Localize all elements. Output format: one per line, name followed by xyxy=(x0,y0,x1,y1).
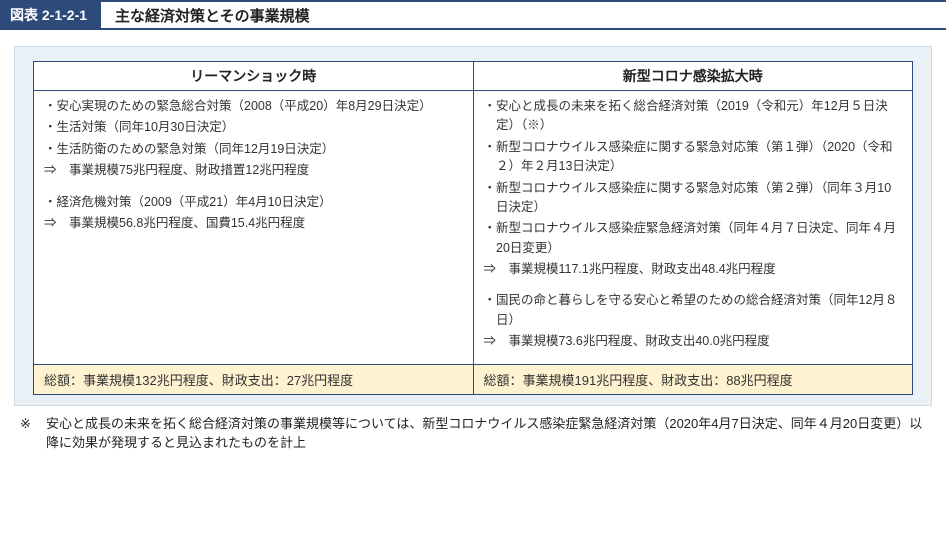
total-right: 総額：事業規模191兆円程度、財政支出：88兆円程度 xyxy=(473,364,913,394)
footnote-text: 安心と成長の未来を拓く総合経済対策の事業規模等については、新型コロナウイルス感染… xyxy=(46,414,926,453)
footnote: ※ 安心と成長の未来を拓く総合経済対策の事業規模等については、新型コロナウイルス… xyxy=(20,414,926,453)
figure-title: 主な経済対策とその事業規模 xyxy=(101,2,324,28)
comparison-table: リーマンショック時 新型コロナ感染拡大時 ・安心実現のための緊急総合対策（200… xyxy=(33,61,913,395)
cell-left: ・安心実現のための緊急総合対策（2008（平成20）年8月29日決定） ・生活対… xyxy=(34,91,474,365)
col-header-right: 新型コロナ感染拡大時 xyxy=(473,62,913,91)
list-item: ・生活対策（同年10月30日決定） xyxy=(44,118,463,137)
col-header-left: リーマンショック時 xyxy=(34,62,474,91)
cell-right: ・安心と成長の未来を拓く総合経済対策（2019（令和元）年12月５日決定）（※）… xyxy=(473,91,913,365)
list-item: ・新型コロナウイルス感染症に関する緊急対応策（第２弾）（同年３月10日決定） xyxy=(484,179,903,218)
figure-number: 図表 2-1-2-1 xyxy=(0,2,101,28)
spacer xyxy=(484,283,903,291)
spacer xyxy=(44,185,463,193)
list-item: ・生活防衛のための緊急対策（同年12月19日決定） xyxy=(44,140,463,159)
list-item: ・経済危機対策（2009（平成21）年4月10日決定） xyxy=(44,193,463,212)
list-item: ⇒ 事業規模56.8兆円程度、国費15.4兆円程度 xyxy=(44,214,463,233)
list-item: ⇒ 事業規模73.6兆円程度、財政支出40.0兆円程度 xyxy=(484,332,903,351)
list-item: ・安心と成長の未来を拓く総合経済対策（2019（令和元）年12月５日決定）（※） xyxy=(484,97,903,136)
content-panel: リーマンショック時 新型コロナ感染拡大時 ・安心実現のための緊急総合対策（200… xyxy=(14,46,932,406)
list-item: ・新型コロナウイルス感染症に関する緊急対応策（第１弾）（2020（令和２）年２月… xyxy=(484,138,903,177)
table-total-row: 総額：事業規模132兆円程度、財政支出：27兆円程度 総額：事業規模191兆円程… xyxy=(34,364,913,394)
list-item: ⇒ 事業規模75兆円程度、財政措置12兆円程度 xyxy=(44,161,463,180)
total-left: 総額：事業規模132兆円程度、財政支出：27兆円程度 xyxy=(34,364,474,394)
list-item: ⇒ 事業規模117.1兆円程度、財政支出48.4兆円程度 xyxy=(484,260,903,279)
list-item: ・新型コロナウイルス感染症緊急経済対策（同年４月７日決定、同年４月20日変更） xyxy=(484,219,903,258)
table-header-row: リーマンショック時 新型コロナ感染拡大時 xyxy=(34,62,913,91)
list-item: ・国民の命と暮らしを守る安心と希望のための総合経済対策（同年12月８日） xyxy=(484,291,903,330)
figure-header: 図表 2-1-2-1 主な経済対策とその事業規模 xyxy=(0,0,946,30)
list-item: ・安心実現のための緊急総合対策（2008（平成20）年8月29日決定） xyxy=(44,97,463,116)
table-body-row: ・安心実現のための緊急総合対策（2008（平成20）年8月29日決定） ・生活対… xyxy=(34,91,913,365)
footnote-mark: ※ xyxy=(20,414,46,453)
